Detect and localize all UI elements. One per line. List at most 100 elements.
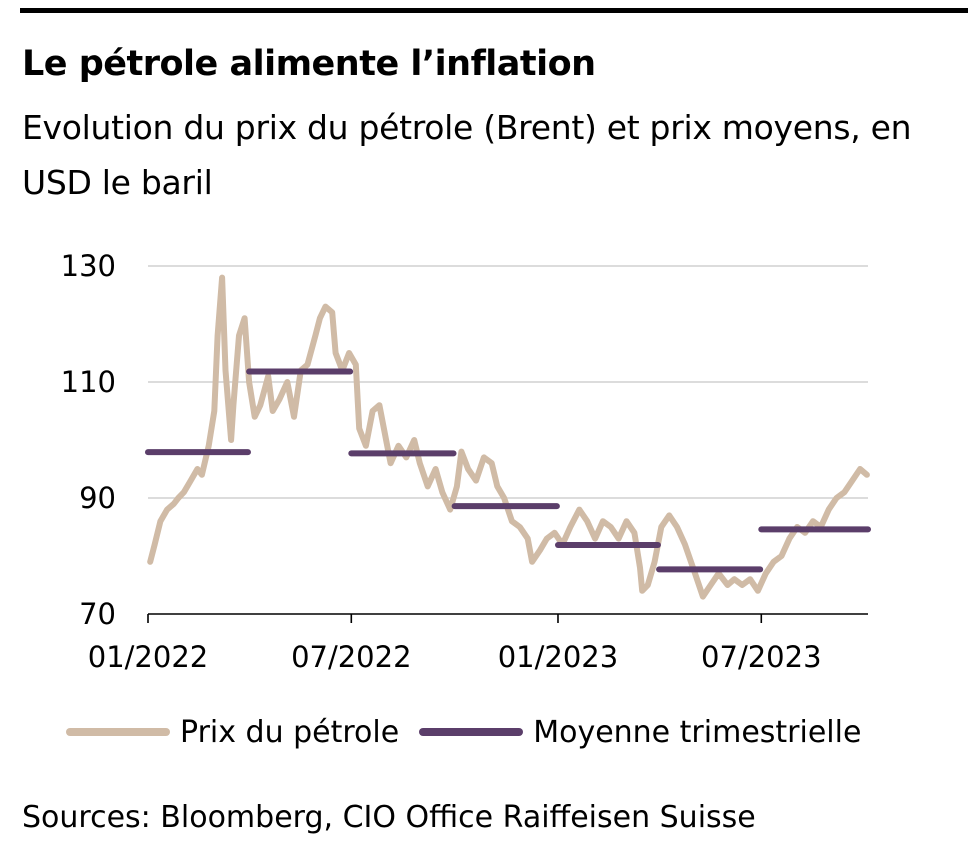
x-tick-label-3: 01/2023 xyxy=(498,640,618,674)
oil-price-point xyxy=(490,461,494,465)
top-rule xyxy=(20,8,968,13)
oil-price-point xyxy=(459,450,463,454)
oil-price-point xyxy=(305,363,310,367)
oil-price-point xyxy=(646,583,650,587)
oil-price-point xyxy=(764,571,768,576)
oil-price-point xyxy=(701,595,705,599)
y-tick-label-70: 70 xyxy=(79,597,116,631)
oil-price-point xyxy=(756,589,760,593)
oil-price-point xyxy=(237,334,241,338)
y-tick-label-110: 110 xyxy=(61,365,116,399)
oil-price-point xyxy=(865,473,869,477)
oil-price-point xyxy=(667,513,671,518)
oil-price-point xyxy=(318,316,322,320)
oil-price-point xyxy=(779,554,784,558)
chart-subtitle: Evolution du prix du pétrole (Brent) et … xyxy=(22,108,912,202)
oil-price-point xyxy=(371,409,375,413)
source-note: Sources: Bloomberg, CIO Office Raiffeise… xyxy=(22,800,756,835)
tick-labels: 70 90 110 130 01/2022 07/2022 01/2023 07/2023 xyxy=(61,249,822,674)
oil-price-point xyxy=(609,525,613,529)
oil-price-point xyxy=(347,351,351,355)
oil-price-point xyxy=(455,484,459,488)
oil-price-point xyxy=(732,577,736,581)
oil-price-point xyxy=(474,479,478,483)
oil-price-point xyxy=(285,380,289,384)
oil-price-line xyxy=(147,274,870,600)
oil-price-point xyxy=(553,531,557,535)
oil-price-point xyxy=(675,525,679,529)
axes xyxy=(147,613,868,623)
oil-price-point xyxy=(364,444,368,448)
oil-price-point xyxy=(502,496,506,500)
x-tick-label-4: 07/2023 xyxy=(701,640,821,674)
oil-price-point xyxy=(717,571,721,576)
oil-price-point xyxy=(858,467,862,471)
oil-price-point xyxy=(258,403,262,407)
oil-price-point xyxy=(384,438,388,442)
oil-price-point xyxy=(148,560,152,564)
quarterly-average-series xyxy=(145,368,871,573)
oil-price-point xyxy=(426,484,430,488)
oil-price-point xyxy=(292,415,296,419)
oil-price-point xyxy=(182,490,186,494)
x-tick-label-1: 01/2022 xyxy=(88,640,208,674)
oil-price-point xyxy=(434,467,438,471)
oil-price-point xyxy=(229,438,233,442)
oil-price-point xyxy=(772,560,776,564)
oil-price-point xyxy=(404,455,408,459)
oil-price-point xyxy=(207,444,211,448)
oil-price-point xyxy=(223,368,228,372)
oil-price-point xyxy=(271,409,275,413)
oil-price-point xyxy=(495,484,499,488)
oil-price-point xyxy=(158,519,162,523)
oil-price-point xyxy=(842,490,847,494)
oil-price-point xyxy=(448,508,452,512)
chart-title: Le pétrole alimente l’inflation xyxy=(22,44,596,84)
oil-price-point xyxy=(354,363,358,367)
oil-price-point xyxy=(153,542,157,547)
oil-price-point xyxy=(466,467,470,471)
oil-price-point xyxy=(624,519,629,523)
oil-price-point xyxy=(412,438,416,442)
oil-price-point xyxy=(585,519,589,523)
oil-price-point xyxy=(510,519,514,523)
oil-price-point xyxy=(683,542,687,547)
oil-price-point xyxy=(266,374,270,378)
oil-price-point xyxy=(189,479,193,483)
oil-price-point xyxy=(638,566,642,570)
oil-price-point xyxy=(377,403,381,407)
oil-price-point xyxy=(617,537,621,541)
oil-price-point xyxy=(577,508,581,512)
oil-price-point xyxy=(568,525,572,529)
oil-price-point xyxy=(538,548,542,552)
oil-price-point xyxy=(253,415,257,419)
legend-label-average: Moyenne trimestrielle xyxy=(533,714,862,750)
oil-price-point xyxy=(313,334,317,338)
oil-price-point xyxy=(176,496,180,500)
oil-price-point xyxy=(165,508,169,512)
oil-price-point xyxy=(212,409,216,413)
legend-swatch-average xyxy=(419,728,524,736)
oil-price-point xyxy=(834,496,839,500)
oil-price-point xyxy=(601,519,605,523)
oil-price-point xyxy=(811,519,815,523)
oil-price-point xyxy=(709,583,713,587)
legend-item-oil: Prix du pétrole xyxy=(66,715,399,750)
gridlines xyxy=(148,265,868,499)
oil-price-point xyxy=(748,577,752,581)
oil-price-point xyxy=(530,560,534,564)
y-tick-label-130: 130 xyxy=(61,249,116,283)
legend-item-average: Moyenne trimestrielle xyxy=(419,715,861,750)
oil-price-point xyxy=(172,502,176,506)
oil-price-point xyxy=(418,461,422,465)
oil-price-point xyxy=(216,334,220,338)
oil-price-point xyxy=(200,473,204,477)
oil-price-point xyxy=(195,467,199,471)
oil-price-point xyxy=(334,351,338,355)
x-tick-label-2: 07/2022 xyxy=(291,640,411,674)
oil-price-point xyxy=(593,537,597,541)
oil-price-chart: 70 90 110 130 01/2022 07/2022 01/2023 07/2023 xyxy=(61,249,871,674)
legend-swatch-oil xyxy=(66,728,170,736)
oil-price-point xyxy=(482,455,486,459)
oil-price-point xyxy=(526,537,530,541)
